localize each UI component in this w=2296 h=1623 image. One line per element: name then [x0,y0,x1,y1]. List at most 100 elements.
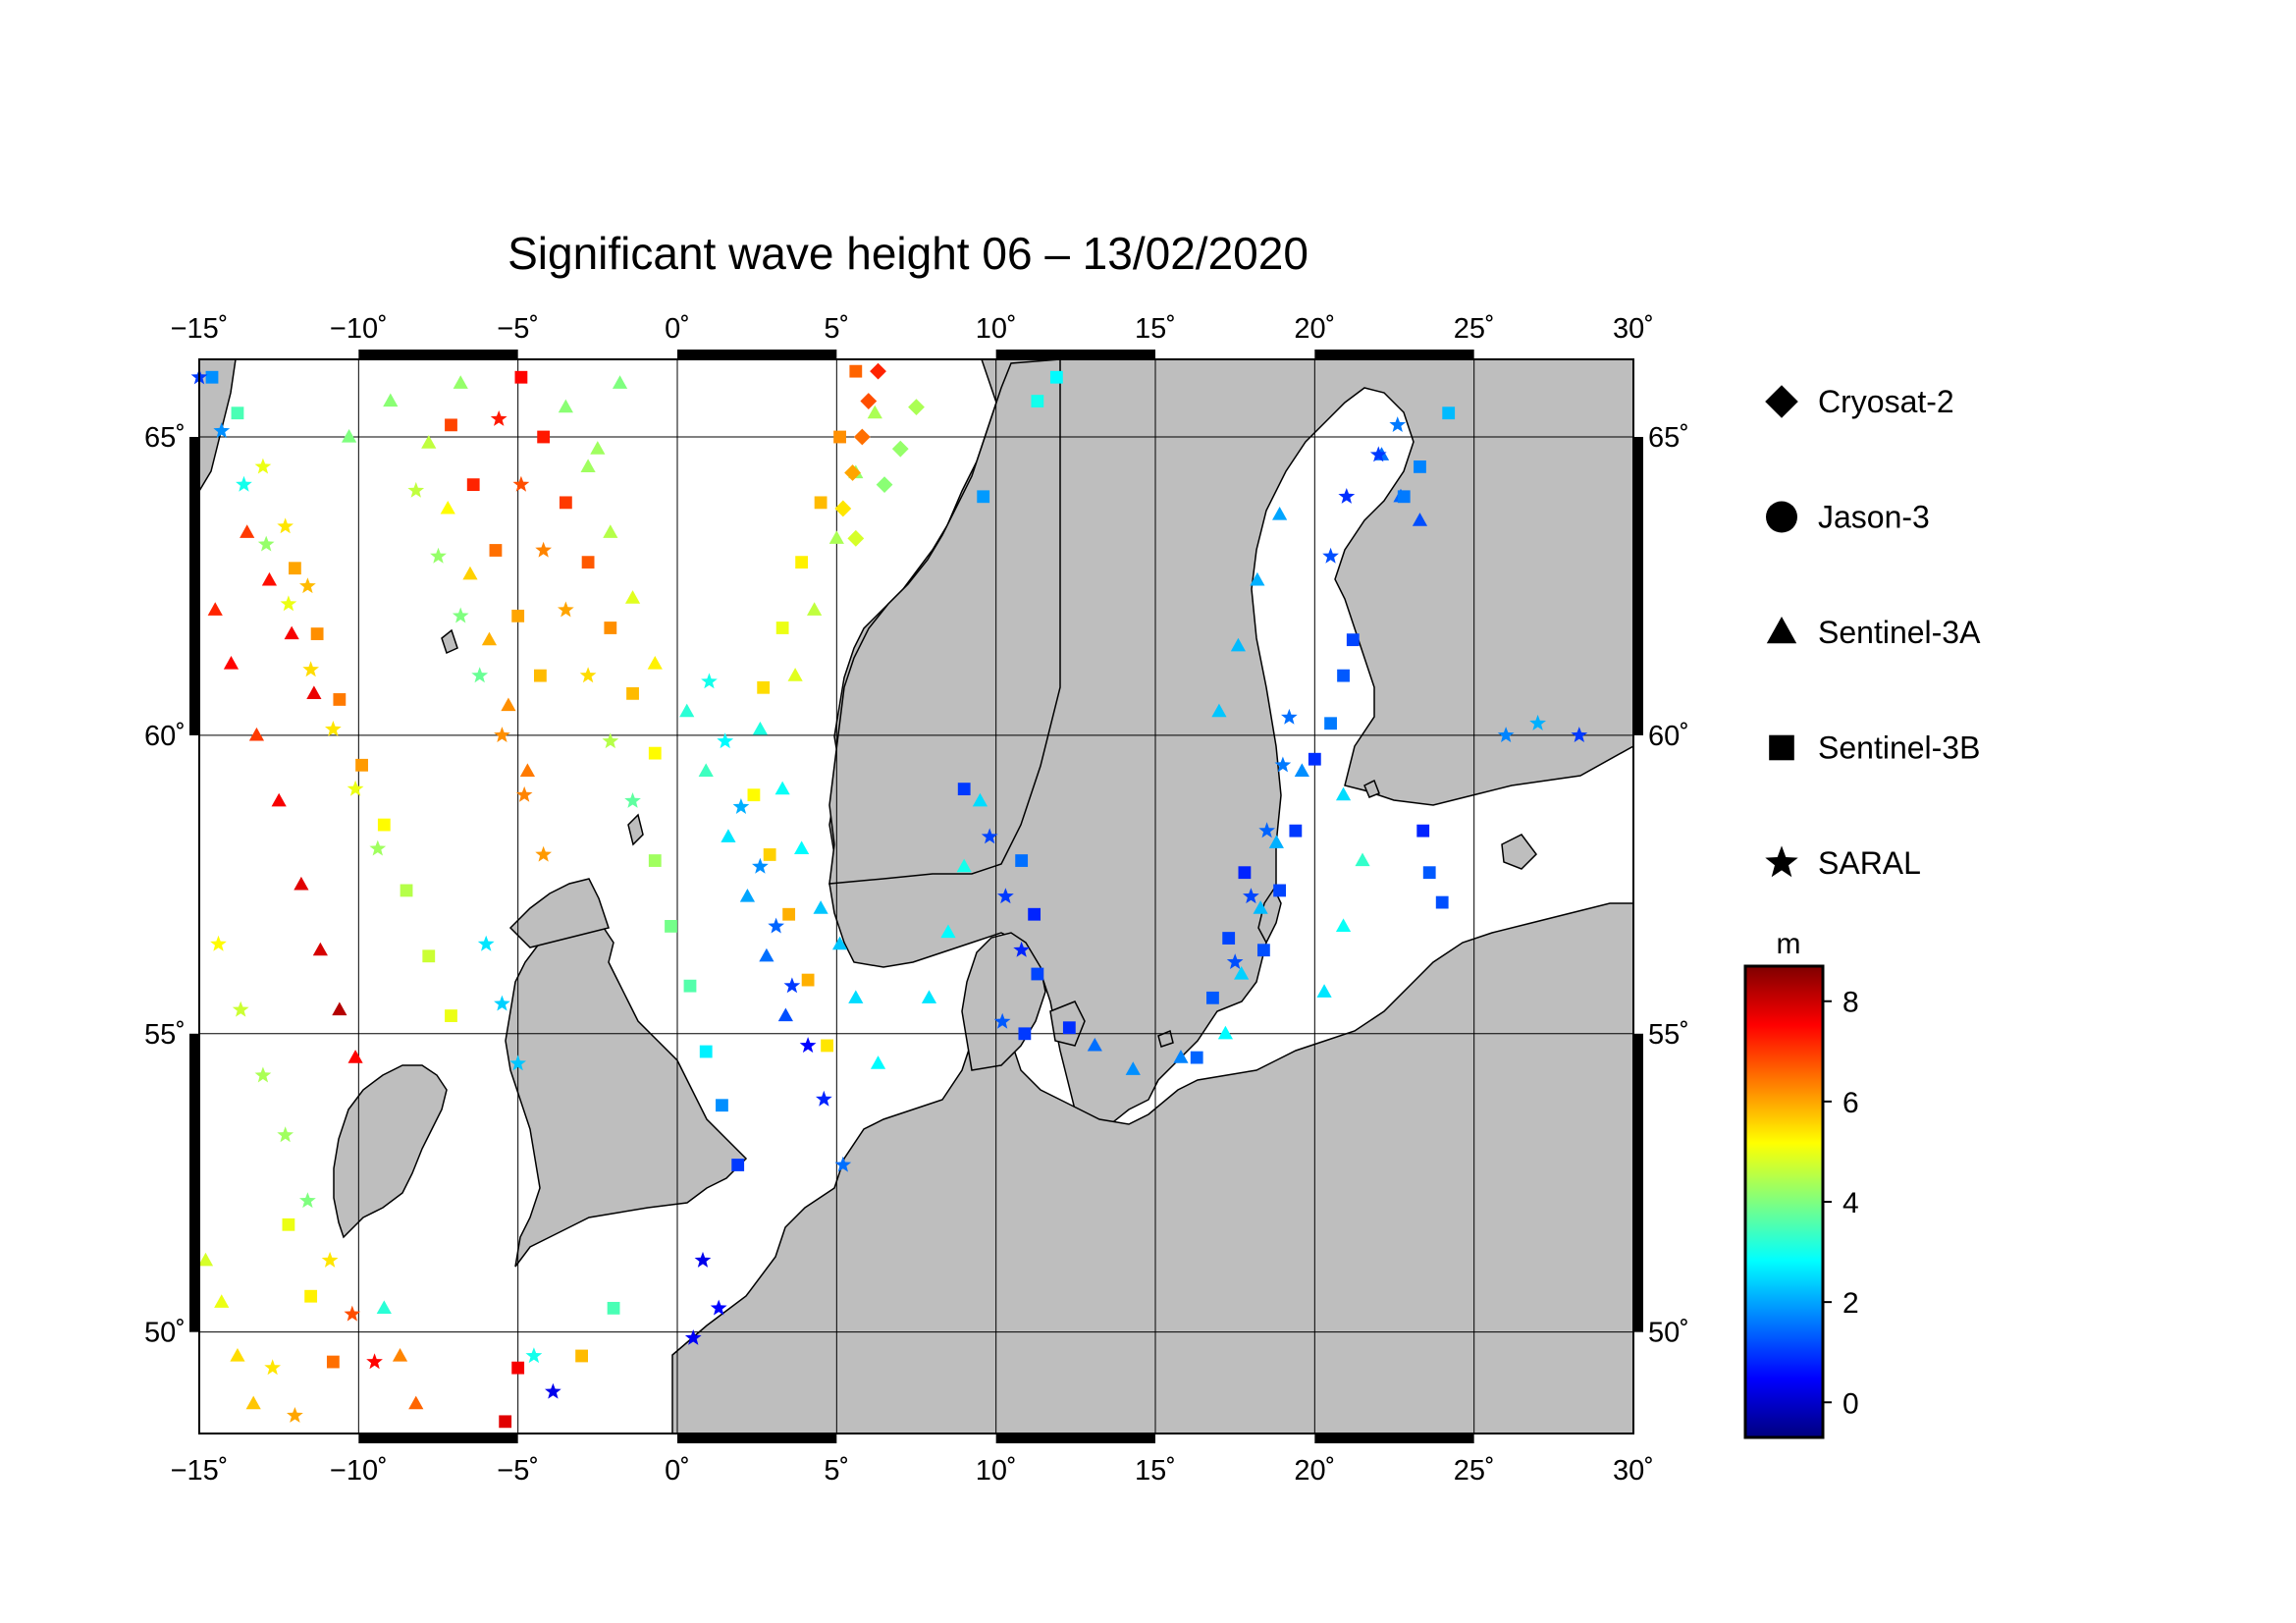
star-data-point [1258,822,1275,839]
legend-item: Cryosat-2 [1765,384,1954,419]
star-data-point [236,475,252,492]
triangle-data-point [248,727,265,741]
lat-tick-label-left: 55˚ [144,1019,186,1051]
continental-europe-land [671,902,1634,1434]
square-data-point [782,907,796,921]
star-data-point [710,1299,727,1316]
triangle-data-point [230,1347,245,1362]
square-data-point [1062,1021,1076,1035]
triangle-data-point [197,1252,214,1267]
triangle-data-point [813,900,828,914]
triangle-data-point [284,625,299,640]
star-data-point [993,1012,1011,1029]
scotland-land [508,878,610,948]
square-data-point [537,430,551,444]
star-data-point [232,1001,249,1017]
square-data-point [1190,1051,1203,1064]
land-masses [198,358,1634,1434]
star-data-point [768,917,784,934]
square-data-point [377,818,391,832]
star-data-point [1322,547,1339,564]
square-data-point [665,919,677,933]
square-data-point [282,1217,295,1231]
triangle-data-point [807,602,823,616]
triangle-data-point [462,566,478,580]
square-data-point [1031,395,1044,407]
square-data-point [648,854,662,867]
square-data-point [422,949,436,963]
legend-item: Jason-3 [1766,500,1930,535]
square-data-point [1018,1027,1032,1041]
square-data-point [1442,406,1456,420]
colorbar-tick-label: 4 [1842,1187,1859,1219]
square-data-point [333,693,347,706]
triangle-data-point [207,602,223,616]
triangle-data-point [739,889,756,902]
triangle-data-point [831,936,848,950]
legend-label: SARAL [1818,845,1921,881]
star-data-point [535,845,552,862]
triangle-data-point [214,1294,230,1308]
star-data-point [834,1156,852,1172]
star-data-point [997,888,1014,904]
triangle-data-point [647,655,663,670]
square-icon [1769,734,1794,761]
star-data-point [602,732,619,749]
star-data-point [344,1305,361,1322]
star-data-point [366,1353,383,1370]
star-data-point [477,935,495,951]
triangle-data-point [1234,966,1250,980]
square-data-point [1337,669,1350,682]
triangle-data-point [223,655,240,670]
diamond-data-point [847,529,865,547]
star-data-point [1497,727,1515,742]
square-data-point [683,979,697,993]
triangle-data-point [271,792,287,807]
star-data-point [1226,953,1244,969]
star-data-point [299,577,316,594]
square-data-point [1289,824,1303,838]
square-data-point [757,680,771,694]
star-data-point [515,785,533,802]
aland-land [1363,779,1380,798]
triangle-data-point [294,876,309,891]
frame-scale-bars [189,350,1643,1443]
square-data-point [310,627,324,640]
triangle-data-point [590,441,606,455]
colorbar-tick-label: 8 [1842,987,1859,1019]
lon-tick-label-bottom: 10˚ [976,1455,1017,1487]
graticule [199,359,1633,1434]
legend-item: SARAL [1765,845,1921,881]
legend-label: Jason-3 [1818,500,1930,535]
square-data-point [511,1361,525,1375]
shetland-land [627,813,644,846]
frame-bar-bottom [995,1434,1155,1443]
triangle-data-point [1335,786,1352,801]
star-data-point [783,977,801,994]
star-data-point [430,547,447,564]
star-data-point [257,535,275,552]
colorbar-unit: m [1777,928,1801,960]
square-data-point [533,669,547,682]
square-data-point [511,609,525,622]
square-data-point [1414,460,1426,473]
frame-bar-top [995,350,1155,359]
square-data-point [957,783,971,795]
triangle-data-point [501,697,516,712]
square-data-point [1049,370,1063,384]
triangle-data-point [698,763,714,777]
star-data-point [512,475,530,492]
triangle-data-point [1355,852,1370,867]
triangle-data-point [867,405,882,419]
diamond-data-point [834,500,852,517]
star-data-point [981,828,998,844]
triangle-data-point [481,631,498,646]
star-data-point [213,422,231,439]
triangle-data-point [421,435,437,449]
square-data-point [747,788,761,802]
legend-item: Sentinel-3B [1769,730,1980,766]
square-data-point [1028,907,1041,921]
square-data-point [977,490,990,504]
lat-tick-label-left: 65˚ [144,422,186,454]
square-data-point [1256,944,1270,957]
